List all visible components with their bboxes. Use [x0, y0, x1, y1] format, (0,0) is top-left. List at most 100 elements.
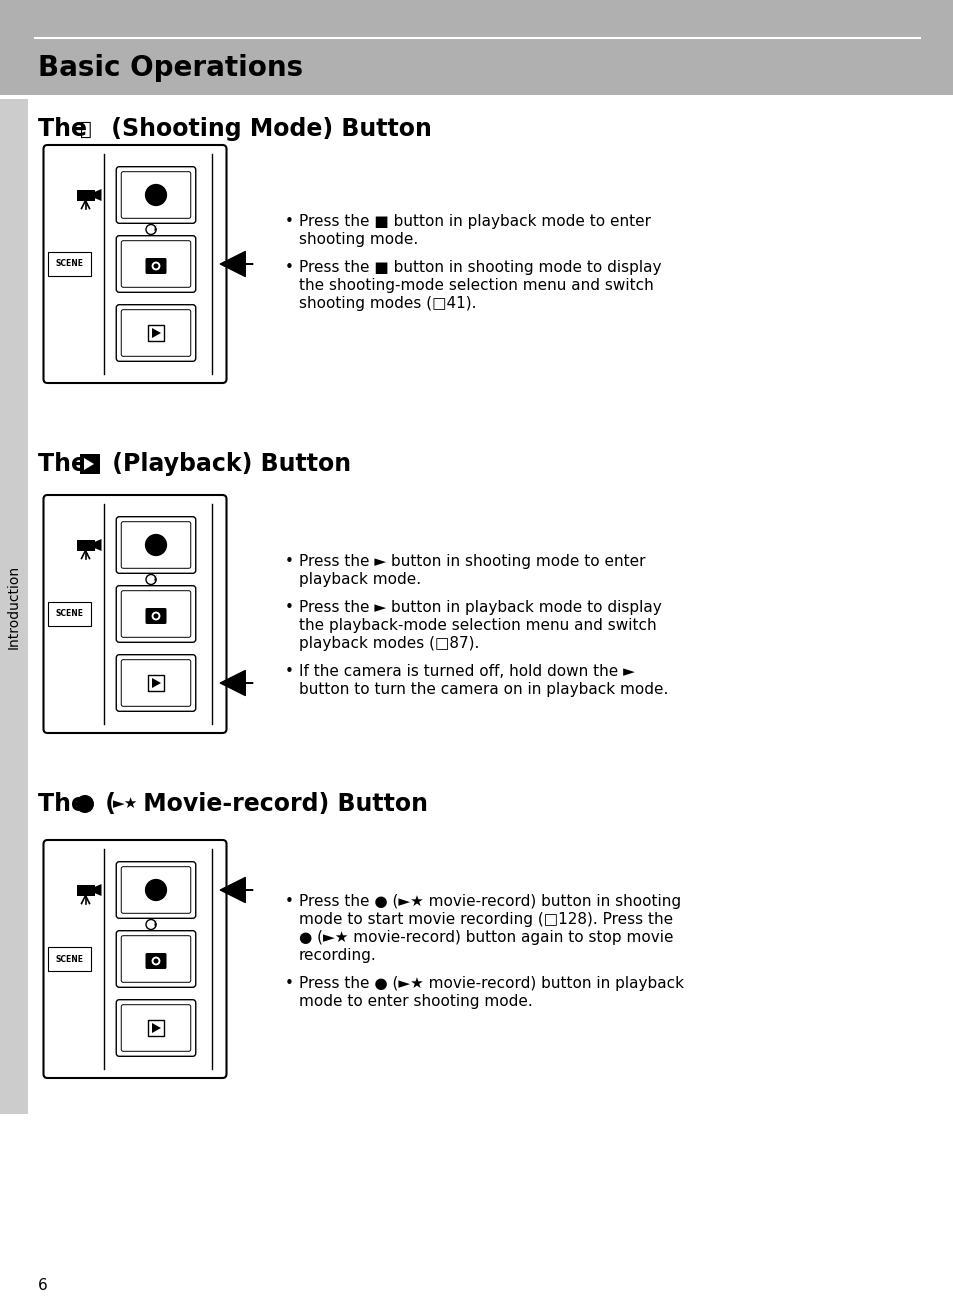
Text: •: • — [285, 260, 294, 275]
Text: •: • — [285, 555, 294, 569]
Text: the playback-mode selection menu and switch: the playback-mode selection menu and swi… — [298, 618, 656, 633]
Text: Introduction: Introduction — [7, 565, 21, 649]
Polygon shape — [84, 459, 94, 470]
Text: The: The — [38, 792, 95, 816]
Circle shape — [145, 879, 167, 901]
Text: button to turn the camera on in playback mode.: button to turn the camera on in playback… — [298, 682, 668, 696]
Text: •: • — [285, 976, 294, 991]
Circle shape — [151, 957, 161, 966]
Text: Movie-record) Button: Movie-record) Button — [135, 792, 428, 816]
Circle shape — [145, 184, 167, 206]
Polygon shape — [94, 189, 101, 201]
Polygon shape — [94, 539, 101, 551]
Bar — [76, 189, 94, 201]
FancyBboxPatch shape — [146, 953, 167, 968]
Text: •: • — [285, 664, 294, 679]
FancyBboxPatch shape — [44, 495, 226, 733]
Circle shape — [76, 795, 94, 813]
Text: mode to start movie recording (□128). Press the: mode to start movie recording (□128). Pr… — [298, 912, 673, 926]
Text: •: • — [285, 894, 294, 909]
Text: The: The — [38, 117, 95, 141]
Bar — [76, 884, 94, 896]
FancyBboxPatch shape — [116, 930, 195, 987]
FancyBboxPatch shape — [116, 235, 195, 292]
FancyBboxPatch shape — [146, 608, 167, 624]
Text: 6: 6 — [38, 1279, 48, 1293]
FancyBboxPatch shape — [116, 654, 195, 711]
Circle shape — [151, 611, 161, 622]
Text: ⬛: ⬛ — [83, 886, 88, 895]
FancyBboxPatch shape — [146, 258, 167, 275]
FancyBboxPatch shape — [121, 240, 191, 288]
Text: Press the ● (►★ movie-record) button in playback: Press the ● (►★ movie-record) button in … — [298, 976, 683, 991]
Text: SCENE: SCENE — [55, 610, 84, 619]
Text: The: The — [38, 452, 95, 476]
FancyBboxPatch shape — [44, 145, 226, 382]
Bar — [152, 258, 160, 263]
Circle shape — [153, 264, 158, 268]
Text: Press the ■ button in playback mode to enter: Press the ■ button in playback mode to e… — [298, 214, 650, 229]
Polygon shape — [153, 574, 157, 585]
Text: playback mode.: playback mode. — [298, 572, 420, 587]
Text: recording.: recording. — [298, 947, 376, 963]
Text: ►★: ►★ — [112, 795, 138, 811]
FancyBboxPatch shape — [121, 1005, 191, 1051]
FancyBboxPatch shape — [121, 867, 191, 913]
Polygon shape — [152, 328, 161, 338]
FancyBboxPatch shape — [121, 310, 191, 356]
Polygon shape — [153, 920, 157, 929]
FancyArrowPatch shape — [220, 251, 253, 276]
Text: Basic Operations: Basic Operations — [38, 54, 303, 81]
Text: Press the ► button in shooting mode to enter: Press the ► button in shooting mode to e… — [298, 555, 645, 569]
FancyArrowPatch shape — [220, 670, 253, 695]
FancyBboxPatch shape — [116, 1000, 195, 1056]
FancyBboxPatch shape — [116, 516, 195, 573]
Text: (Shooting Mode) Button: (Shooting Mode) Button — [103, 117, 432, 141]
Text: SCENE: SCENE — [55, 259, 84, 268]
Text: •: • — [285, 600, 294, 615]
Text: •: • — [285, 214, 294, 229]
Bar — [148, 325, 164, 342]
FancyBboxPatch shape — [116, 586, 195, 643]
Text: ● (►★ movie-record) button again to stop movie: ● (►★ movie-record) button again to stop… — [298, 930, 673, 945]
FancyBboxPatch shape — [121, 591, 191, 637]
Text: If the camera is turned off, hold down the ►: If the camera is turned off, hold down t… — [298, 664, 634, 679]
FancyArrowPatch shape — [220, 878, 253, 903]
Text: Press the ● (►★ movie-record) button in shooting: Press the ● (►★ movie-record) button in … — [298, 894, 680, 909]
Bar — [152, 953, 160, 958]
FancyBboxPatch shape — [121, 172, 191, 218]
Text: ⬛: ⬛ — [83, 540, 88, 549]
Text: (: ( — [97, 792, 116, 816]
Polygon shape — [153, 225, 157, 234]
FancyBboxPatch shape — [121, 522, 191, 568]
FancyBboxPatch shape — [121, 660, 191, 707]
Bar — [0, 0, 953, 95]
Text: 📷: 📷 — [80, 120, 91, 138]
FancyBboxPatch shape — [116, 305, 195, 361]
Bar — [148, 675, 164, 691]
Text: ⬛: ⬛ — [83, 191, 88, 200]
Text: mode to enter shooting mode.: mode to enter shooting mode. — [298, 993, 532, 1009]
Text: SCENE: SCENE — [55, 954, 84, 963]
Bar — [0, 99, 28, 1114]
Bar — [80, 455, 100, 474]
Text: the shooting-mode selection menu and switch: the shooting-mode selection menu and swi… — [298, 279, 653, 293]
Circle shape — [151, 261, 161, 271]
Bar — [148, 1020, 164, 1035]
Text: playback modes (□87).: playback modes (□87). — [298, 636, 478, 650]
Circle shape — [153, 958, 158, 963]
Text: shooting modes (□41).: shooting modes (□41). — [298, 296, 476, 311]
Text: Press the ► button in playback mode to display: Press the ► button in playback mode to d… — [298, 600, 661, 615]
Circle shape — [153, 614, 158, 619]
FancyBboxPatch shape — [121, 936, 191, 983]
Bar — [152, 607, 160, 612]
FancyBboxPatch shape — [116, 862, 195, 918]
Text: Press the ■ button in shooting mode to display: Press the ■ button in shooting mode to d… — [298, 260, 660, 275]
Bar — [76, 540, 94, 551]
Polygon shape — [152, 678, 161, 689]
FancyBboxPatch shape — [44, 840, 226, 1077]
Text: (Playback) Button: (Playback) Button — [104, 452, 351, 476]
Circle shape — [145, 533, 167, 556]
Polygon shape — [152, 1024, 161, 1033]
Polygon shape — [94, 884, 101, 896]
